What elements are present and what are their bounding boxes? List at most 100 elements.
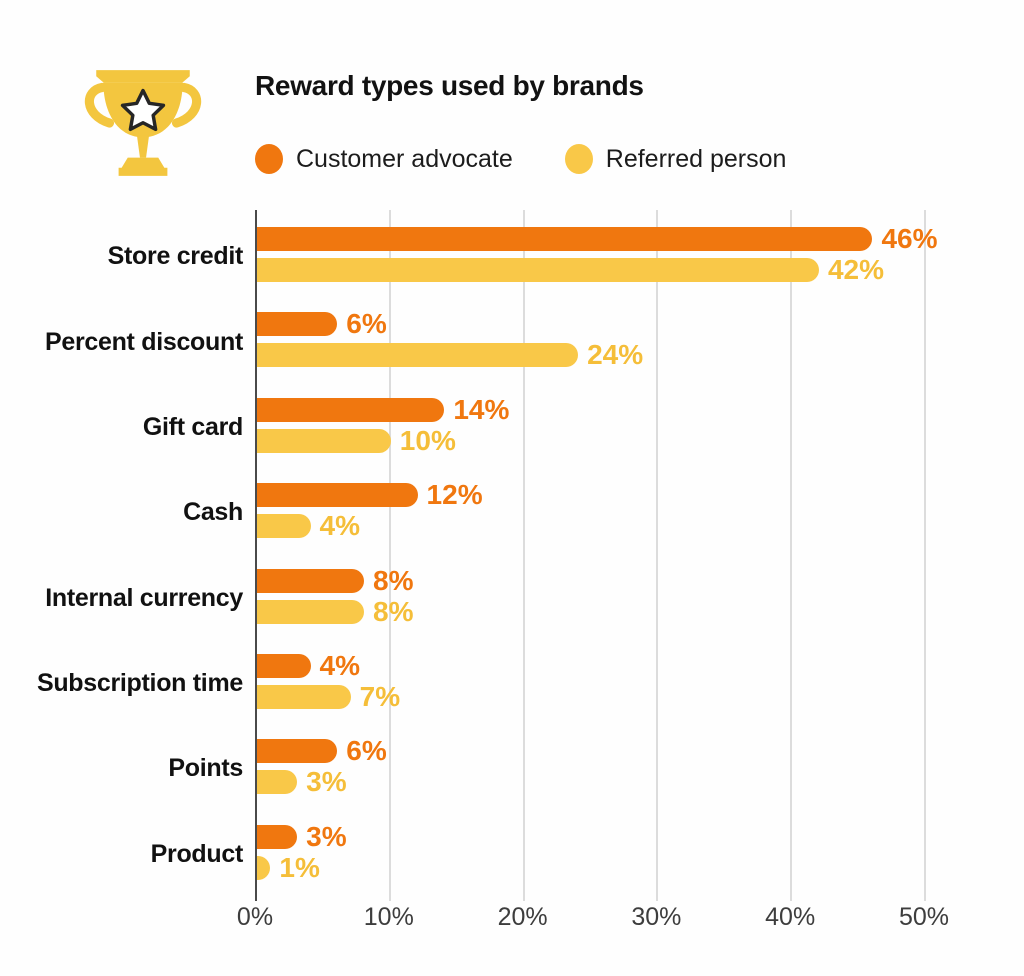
bar-line: 6%: [257, 735, 387, 767]
category-row: Gift card 14% 10%: [0, 381, 1024, 466]
bar-customer-advocate: [257, 739, 338, 764]
bar-referred-person: [257, 258, 819, 282]
x-tick-label: 20%: [497, 903, 548, 931]
bar-line: 7%: [257, 680, 401, 712]
legend: Customer advocate Referred person: [255, 144, 786, 174]
bar-group: 3% 1%: [257, 808, 347, 893]
plot-area: Store credit 46% 42% Percent discount 6% 24% G…: [0, 210, 1024, 901]
bar-line: 42%: [257, 254, 938, 285]
legend-item-customer-advocate: Customer advocate: [255, 144, 513, 174]
bar-value-label: 46%: [881, 223, 938, 254]
bar-line: 3%: [257, 820, 347, 852]
bar-customer-advocate: [257, 568, 365, 593]
category-label: Percent discount: [44, 327, 243, 356]
bar-value-label: 8%: [373, 564, 414, 596]
bar-line: 8%: [257, 564, 414, 596]
bar-referred-person: [257, 770, 298, 795]
bar-referred-person: [257, 855, 271, 880]
bar-referred-person: [257, 514, 311, 539]
x-tick-label: 10%: [363, 903, 414, 931]
trophy-icon: [84, 70, 202, 176]
bar-line: 10%: [257, 424, 509, 456]
bar-line: 4%: [257, 649, 400, 681]
bar-customer-advocate: [257, 312, 338, 337]
bar-line: 6%: [257, 308, 643, 340]
grid-line: [522, 210, 525, 901]
bar-group: 6% 3%: [257, 722, 387, 807]
trophy-rim: [96, 70, 190, 83]
bar-customer-advocate: [257, 227, 873, 251]
trophy-handle-left: [84, 82, 115, 128]
bar-value-label: 6%: [346, 308, 387, 340]
grid-line: [388, 210, 391, 901]
bar-line: 8%: [257, 595, 414, 627]
category-row: Subscription time 4% 7%: [0, 637, 1024, 722]
legend-dot-referred-person: [564, 144, 593, 174]
bar-value-label: 1%: [279, 851, 320, 883]
grid-line: [656, 210, 659, 901]
bar-group: 12% 4%: [257, 466, 483, 551]
bar-customer-advocate: [257, 653, 311, 678]
category-row: Product 3% 1%: [0, 808, 1024, 893]
legend-label: Referred person: [605, 144, 787, 173]
category-row: Internal currency 8% 8%: [0, 552, 1024, 637]
y-axis-line: [255, 210, 257, 901]
x-tick-label: 40%: [765, 903, 816, 931]
bar-value-label: 4%: [319, 649, 360, 681]
bar-group: 4% 7%: [257, 637, 400, 722]
grid-line: [790, 210, 793, 901]
bar-value-label: 10%: [399, 424, 456, 456]
bar-line: 46%: [257, 223, 938, 254]
bar-line: 14%: [257, 393, 510, 425]
category-row: Store credit 46% 42%: [0, 210, 1024, 295]
x-tick-label: 50%: [898, 903, 950, 931]
bar-value-label: 12%: [426, 479, 483, 511]
star-icon: [120, 88, 166, 132]
bar-line: 24%: [257, 339, 644, 371]
legend-label: Customer advocate: [296, 144, 513, 173]
bar-value-label: 3%: [306, 820, 347, 852]
bar-group: 14% 10%: [257, 381, 509, 466]
bar-value-label: 42%: [827, 254, 884, 285]
bar-referred-person: [257, 599, 365, 624]
legend-item-referred-person: Referred person: [564, 144, 787, 174]
bar-group: 46% 42%: [257, 210, 938, 295]
bar-line: 1%: [257, 851, 347, 883]
bar-value-label: 7%: [359, 680, 401, 712]
bar-rows: Store credit 46% 42% Percent discount 6% 24% G…: [0, 210, 1024, 893]
bar-group: 6% 24%: [257, 295, 643, 380]
category-label: Gift card: [142, 412, 243, 441]
category-row: Cash 12% 4%: [0, 466, 1024, 551]
bar-value-label: 6%: [346, 735, 387, 767]
x-axis: 0% 10% 20% 30% 40% 50%: [0, 903, 1024, 943]
category-label: Points: [168, 754, 243, 783]
trophy-handle-right: [171, 82, 202, 128]
category-row: Points 6% 3%: [0, 722, 1024, 807]
grid-line: [924, 210, 926, 901]
category-label: Cash: [183, 498, 243, 527]
category-label: Subscription time: [36, 669, 243, 698]
legend-dot-customer-advocate: [255, 144, 283, 174]
bar-customer-advocate: [257, 824, 298, 849]
bar-value-label: 24%: [587, 339, 644, 371]
bar-group: 8% 8%: [257, 552, 414, 637]
bar-referred-person: [257, 343, 579, 368]
category-label: Product: [150, 839, 244, 868]
bar-value-label: 14%: [453, 393, 510, 425]
x-tick-label: 30%: [631, 903, 682, 931]
bar-customer-advocate: [257, 483, 418, 508]
bar-referred-person: [257, 428, 391, 453]
chart-title: Reward types used by brands: [255, 70, 644, 101]
bar-line: 3%: [257, 766, 387, 798]
trophy-stem: [136, 135, 150, 158]
bar-customer-advocate: [257, 397, 445, 422]
category-label: Internal currency: [45, 583, 243, 612]
bar-value-label: 4%: [319, 510, 360, 542]
category-label: Store credit: [107, 242, 244, 271]
bar-line: 4%: [257, 510, 483, 542]
category-row: Percent discount 6% 24%: [0, 295, 1024, 380]
x-tick-label: 0%: [236, 903, 274, 931]
bar-value-label: 3%: [306, 766, 347, 798]
bar-value-label: 8%: [373, 595, 414, 627]
